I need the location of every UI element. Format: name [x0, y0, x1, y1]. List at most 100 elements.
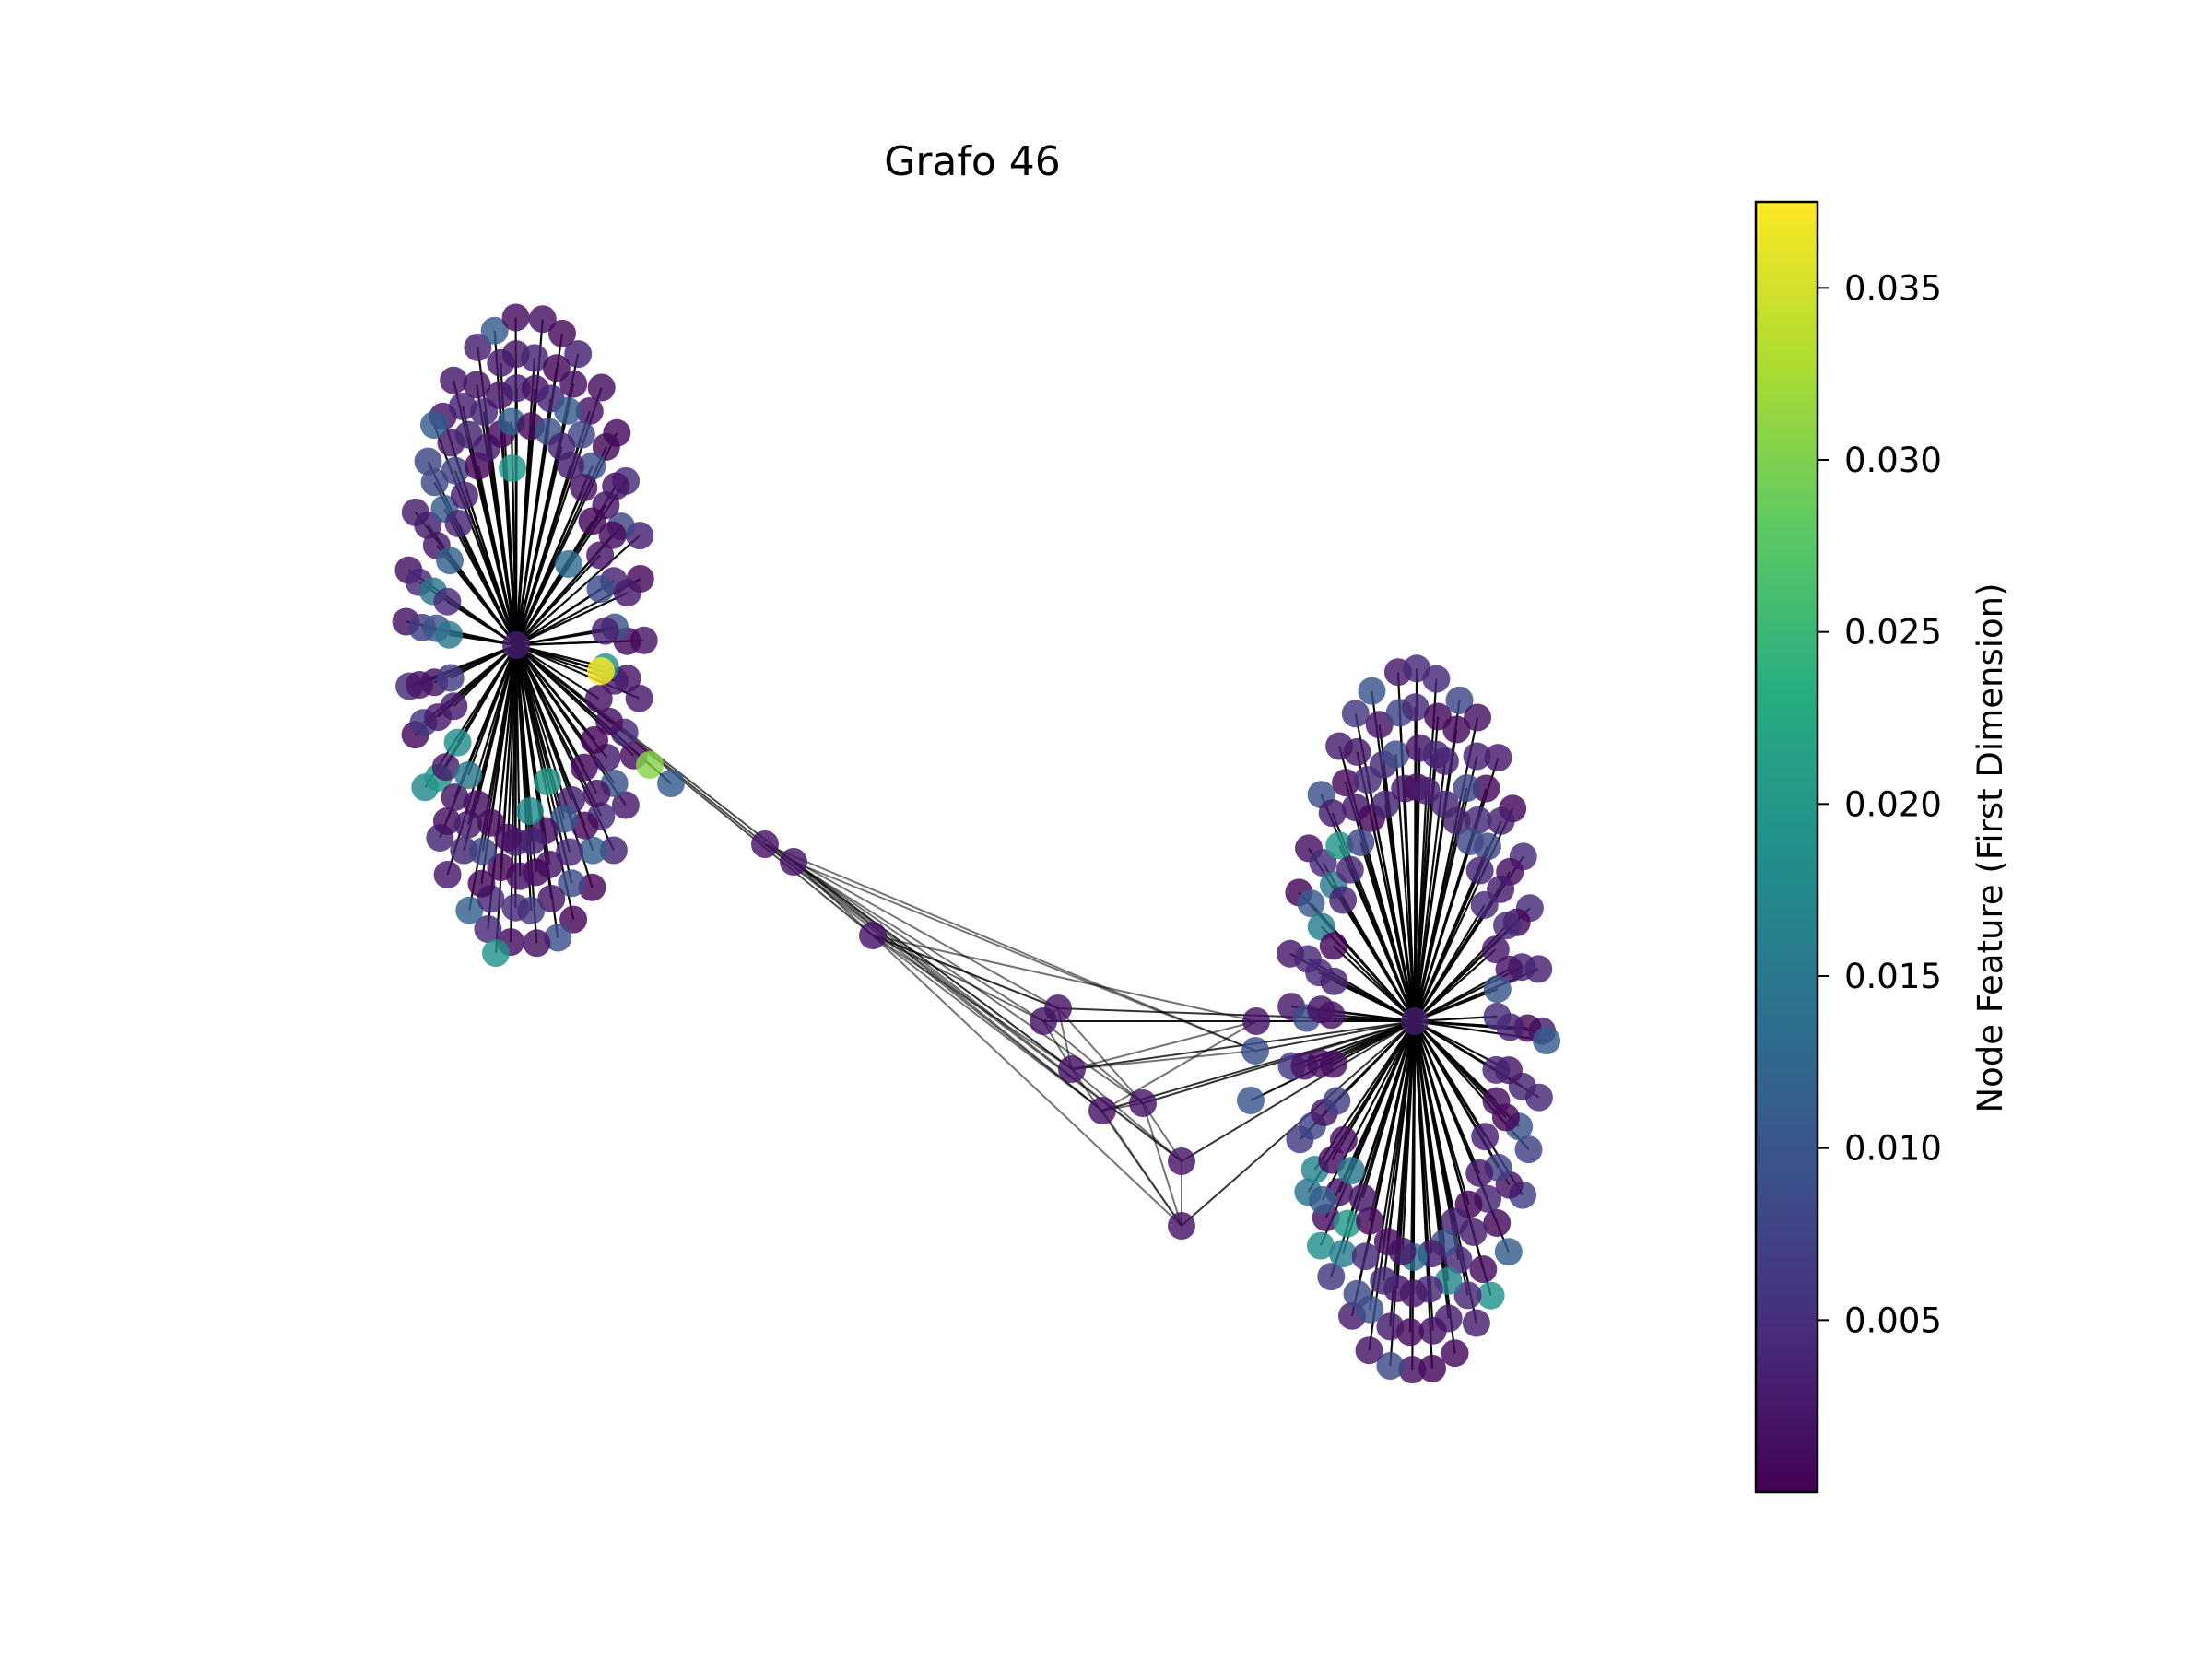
graph-node: [598, 521, 627, 549]
graph-edge: [515, 644, 585, 769]
graph-node: [1242, 1007, 1270, 1035]
graph-edge: [514, 446, 563, 646]
graph-node: [587, 373, 616, 402]
graph-node: [1358, 677, 1386, 705]
graph-node: [440, 366, 468, 394]
graph-edge: [1333, 945, 1416, 1022]
graph-node: [1168, 1212, 1195, 1240]
graph-node: [558, 869, 586, 898]
colorbar-label: Node Feature (First Dimension): [1971, 582, 2010, 1112]
graph-node: [1401, 1007, 1429, 1035]
graph-edge: [1413, 820, 1458, 1022]
graph-node: [556, 838, 583, 866]
graph-node: [1463, 742, 1491, 771]
graph-edge: [1414, 1020, 1497, 1071]
graph-node: [1418, 1354, 1446, 1382]
graph-node: [436, 547, 465, 575]
graph-node: [1241, 1037, 1269, 1065]
graph-edge: [515, 644, 600, 700]
graph-node: [1469, 1255, 1498, 1284]
graph-edge: [1181, 1020, 1416, 1162]
graph-edge: [1057, 1007, 1144, 1104]
graph-node: [592, 432, 620, 461]
graph-node: [1477, 1281, 1505, 1310]
graph-edge: [1414, 1020, 1487, 1137]
chart-title: Grafo 46: [884, 138, 1061, 185]
graph-node: [1325, 831, 1354, 860]
graph-node: [474, 915, 502, 943]
colorbar-tick-label: 0.015: [1844, 957, 1942, 996]
graph-edge: [793, 861, 874, 936]
graph-node: [1483, 1209, 1512, 1237]
colorbar-tick-label: 0.025: [1844, 613, 1942, 653]
graph-edge: [793, 861, 1073, 1070]
graph-node: [440, 692, 468, 721]
graph-edge: [1369, 1020, 1417, 1222]
graph-edge: [1335, 1020, 1416, 1102]
colorbar-gradient: [1754, 200, 1819, 1494]
graph-edge: [1057, 1007, 1416, 1022]
graph-edge: [457, 523, 517, 646]
graph-node: [441, 456, 469, 485]
graph-node: [581, 725, 608, 754]
graph-node: [1371, 790, 1400, 818]
graph-node: [487, 853, 515, 881]
graph-node: [1483, 1002, 1512, 1030]
graph-node: [1487, 806, 1515, 835]
graph-edge: [1384, 804, 1417, 1022]
graph-edge: [1404, 788, 1417, 1022]
graph-edge: [514, 465, 572, 646]
graph-node: [1329, 1125, 1358, 1154]
graph-edge: [1413, 1020, 1446, 1243]
graph-edge: [456, 644, 517, 744]
graph-edge: [489, 644, 518, 823]
graph-node: [528, 305, 557, 334]
graph-edge: [515, 535, 641, 646]
graph-edge: [486, 447, 518, 646]
graph-node: [1341, 700, 1370, 728]
graph-node: [480, 316, 509, 345]
colorbar-tick-label: 0.005: [1844, 1300, 1942, 1340]
graph-node: [564, 340, 593, 369]
graph-node: [557, 452, 585, 480]
graph-edge: [1342, 899, 1416, 1022]
graph-node: [1442, 715, 1471, 744]
graph-edge: [872, 935, 1257, 1022]
graph-edge: [872, 935, 1073, 1070]
graph-node: [1356, 1206, 1384, 1235]
graph-node: [1453, 774, 1481, 803]
graph-edge: [1413, 1020, 1470, 1206]
graph-edge: [449, 559, 517, 646]
graph-node: [1445, 686, 1474, 714]
graph-node: [449, 392, 477, 420]
graph-node: [1484, 744, 1512, 772]
graph-edge: [514, 644, 547, 831]
graph-edge: [1181, 1020, 1416, 1227]
graph-node: [1441, 1207, 1469, 1236]
graph-edge: [1414, 988, 1499, 1023]
graph-node: [1376, 1352, 1405, 1380]
graph-node: [1323, 1087, 1351, 1115]
graph-node: [468, 837, 497, 865]
graph-edge: [872, 935, 1044, 1022]
graph-node: [1430, 747, 1459, 775]
graph-node: [501, 303, 530, 332]
graph-edge: [1413, 804, 1447, 1022]
graph-node: [559, 370, 588, 398]
graph-edge: [1413, 841, 1472, 1022]
graph-node: [1317, 1263, 1346, 1291]
graph-node: [1482, 1055, 1511, 1084]
graph-edge: [1071, 1068, 1182, 1162]
graph-node: [559, 905, 588, 934]
graph-node: [1297, 889, 1325, 918]
graph-node: [1319, 1050, 1347, 1078]
graph-node: [1470, 890, 1499, 919]
graph-node: [1343, 737, 1371, 766]
graph-node: [1168, 1147, 1195, 1175]
graph-node: [657, 770, 685, 797]
graph-node: [1319, 932, 1347, 960]
graph-node: [1422, 665, 1451, 693]
graph-node: [464, 333, 492, 361]
graph-edge: [1342, 1020, 1416, 1141]
graph-edge: [1359, 841, 1417, 1022]
